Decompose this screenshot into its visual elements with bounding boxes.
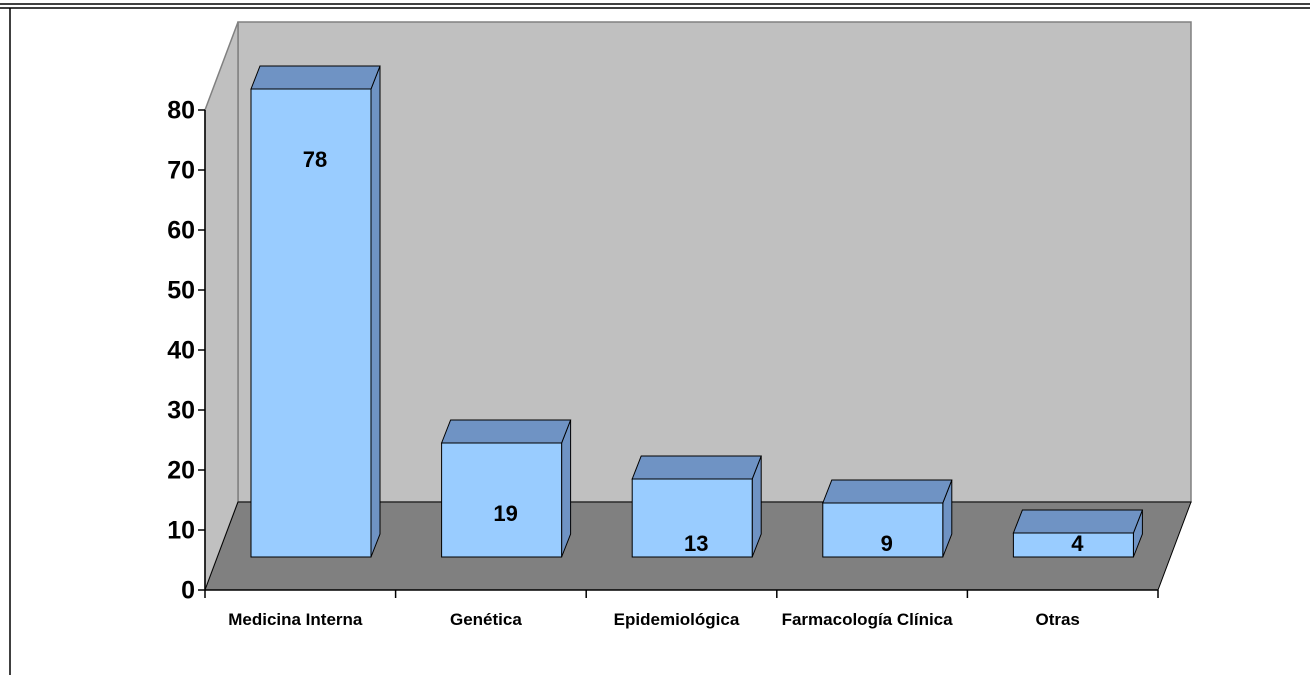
- y-tick-label: 10: [167, 517, 195, 545]
- bar-top: [1012, 509, 1144, 534]
- back-wall: [237, 21, 1192, 503]
- data-label: 13: [684, 531, 708, 556]
- bar-top: [440, 419, 572, 444]
- y-tick-label: 0: [181, 577, 195, 605]
- y-tick-label: 40: [167, 337, 195, 365]
- bar: [631, 478, 753, 558]
- x-tick-label: Genética: [449, 610, 522, 629]
- y-tick-label: 70: [167, 157, 195, 185]
- y-tick-label: 20: [167, 457, 195, 485]
- bar: [1012, 532, 1134, 558]
- bar: [822, 502, 944, 558]
- data-label: 4: [1071, 531, 1084, 556]
- x-tick-label: Epidemiológica: [613, 610, 740, 629]
- bar-top: [250, 65, 381, 90]
- y-tick-label: 30: [167, 397, 195, 425]
- bar-top: [822, 479, 953, 504]
- y-tick-label: 50: [167, 277, 195, 305]
- side-wall: [204, 21, 239, 591]
- y-tick-label: 80: [167, 97, 195, 125]
- data-label: 19: [493, 501, 517, 526]
- y-tick-label: 60: [167, 217, 195, 245]
- bar-side: [370, 65, 381, 558]
- data-label: 9: [881, 531, 893, 556]
- bar: [250, 88, 372, 558]
- bar-top: [631, 455, 762, 480]
- x-tick-label: Farmacología Clínica: [781, 610, 953, 629]
- x-tick-label: Otras: [1035, 610, 1080, 629]
- x-tick-label: Medicina Interna: [228, 610, 363, 629]
- data-label: 78: [303, 147, 327, 172]
- bar: [441, 442, 563, 558]
